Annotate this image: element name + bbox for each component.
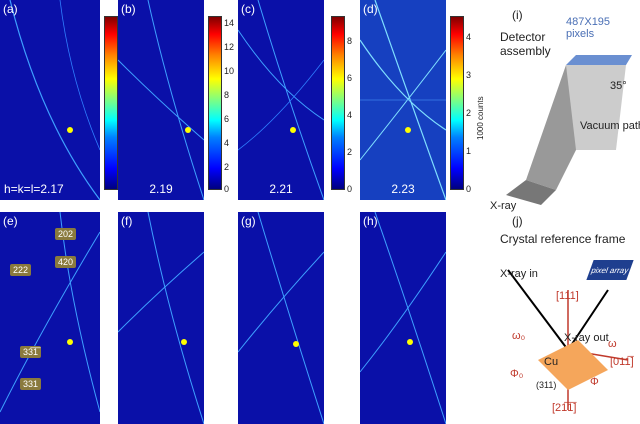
tick: 2: [224, 162, 230, 172]
tick: 0: [466, 184, 472, 194]
colorbar-c: [331, 16, 345, 190]
detector-diagram: [506, 55, 632, 205]
panel-label: (e): [3, 214, 18, 228]
pixels-label: 487X195 pixels: [566, 16, 610, 40]
tick: 2: [466, 108, 472, 118]
crystal-label: (j): [512, 214, 523, 228]
detector-label: (i): [512, 8, 523, 22]
panel-label: (b): [121, 2, 136, 16]
panel-label: (h): [363, 214, 378, 228]
panel-d: (d) 2.23: [360, 0, 446, 200]
xray-label: X-ray: [490, 200, 517, 212]
detector-title-line: Detector: [500, 30, 546, 44]
panel-label: (a): [3, 2, 18, 16]
tick: 4: [466, 32, 472, 42]
hkl-tag: 202: [55, 228, 77, 240]
panel-label: (c): [241, 2, 255, 16]
crystal-diagram: [507, 269, 629, 410]
panel-label: (f): [121, 214, 133, 228]
tick: 10: [224, 66, 235, 76]
panel-b: (b) 2.19: [118, 0, 204, 200]
direction-211: [21̅1̅]: [552, 402, 577, 414]
tick: 2: [347, 147, 353, 157]
xray-out-label: X-ray out: [564, 332, 609, 344]
tick: 8: [224, 90, 230, 100]
panel-label: (g): [241, 214, 256, 228]
colorbar-unit: 1000 counts: [476, 96, 485, 140]
tick: 12: [224, 42, 235, 52]
tick: 8: [347, 36, 353, 46]
detector-title: Detector assembly: [500, 30, 551, 58]
colorbar-d: [450, 16, 464, 190]
panel-g: (g): [238, 212, 324, 424]
tick: 6: [347, 73, 353, 83]
tick: 1: [466, 146, 472, 156]
panel-e: (e) 202 222 420 33̅1̅ 331: [0, 212, 100, 424]
hkl-value: 2.21: [269, 182, 293, 196]
tick: 4: [224, 138, 230, 148]
phi-label: Φ: [590, 376, 599, 388]
colorbar-a: [104, 16, 118, 190]
cu-label: Cu: [544, 356, 559, 368]
direction-011: [011̅]: [610, 356, 634, 368]
plane-label: (311): [536, 380, 557, 390]
hkl-tag: 331: [20, 378, 42, 390]
colorbar-b: [208, 16, 222, 190]
xray-in-label: X-ray in: [500, 268, 538, 280]
tick: 14: [224, 18, 235, 28]
hkl-tag: 420: [55, 256, 77, 268]
detector-title-line: assembly: [500, 44, 551, 58]
pixels-line: 487X195: [566, 16, 611, 28]
phi0-label: Φ₀: [510, 368, 524, 380]
omega-label: ω: [608, 338, 617, 350]
angle-label: 35°: [610, 80, 627, 92]
hkl-value: h=k=l=2.17: [4, 182, 64, 196]
tick: 3: [466, 70, 472, 80]
tick: 0: [224, 184, 230, 194]
panel-c: (c) 2.21: [238, 0, 324, 200]
vacuum-label: Vacuum path: [580, 120, 640, 132]
panel-label: (d): [363, 2, 378, 16]
tick: 4: [347, 110, 353, 120]
panel-h: (h): [360, 212, 446, 424]
panel-f: (f): [118, 212, 204, 424]
crystal-title: Crystal reference frame: [500, 232, 626, 246]
tick: 0: [347, 184, 353, 194]
panel-a: (a) h=k=l=2.17: [0, 0, 100, 200]
hkl-value: 2.19: [149, 182, 173, 196]
direction-111: [111]: [556, 290, 579, 302]
hkl-value: 2.23: [391, 182, 415, 196]
pixels-line: pixels: [566, 28, 595, 40]
hkl-tag: 33̅1̅: [20, 346, 42, 358]
omega0-label: ω₀: [512, 330, 526, 342]
hkl-tag: 222: [10, 264, 32, 276]
tick: 6: [224, 114, 230, 124]
